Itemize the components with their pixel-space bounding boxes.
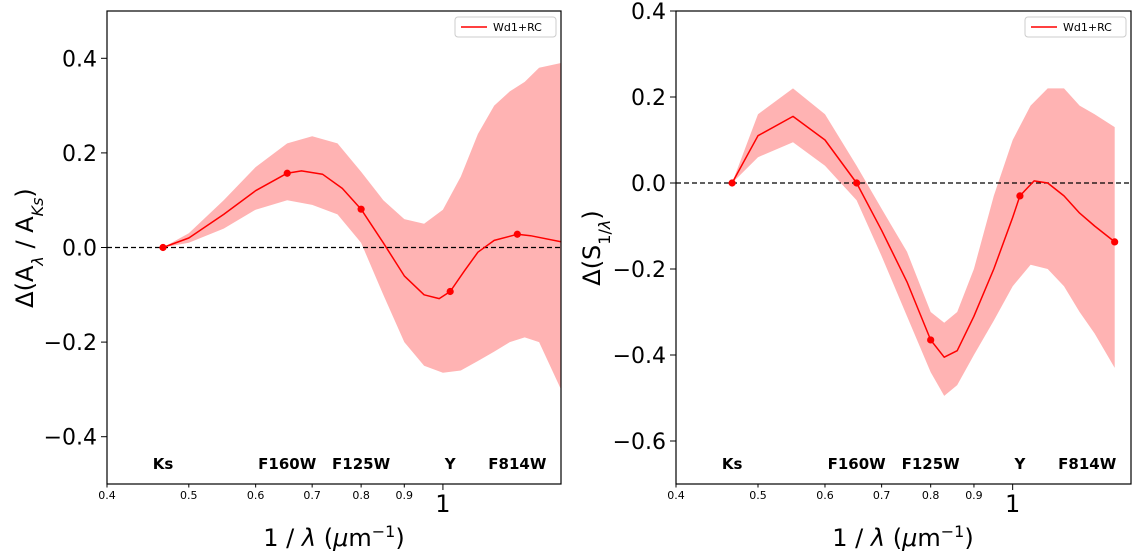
filter-label: F814W (488, 455, 547, 473)
y-tick-label: 0.0 (62, 237, 97, 262)
y-axis-label: Δ(S1/λ) (578, 210, 614, 285)
filter-label: Ks (153, 455, 174, 473)
y-tick-label: −0.4 (613, 344, 666, 369)
x-tick-label: 0.5 (749, 489, 767, 502)
filter-label: F160W (258, 455, 317, 473)
x-tick-label: 0.5 (180, 489, 198, 502)
y-tick-label: −0.4 (44, 426, 97, 451)
legend: Wd1+RC (454, 16, 557, 38)
y-tick-label: 0.4 (62, 47, 97, 72)
filter-label: F160W (828, 455, 887, 473)
data-point (1111, 238, 1119, 246)
x-axis-label: 1 / λ (μm−1) (832, 522, 973, 552)
legend: Wd1+RC (1024, 16, 1127, 38)
filter-label: F125W (332, 455, 391, 473)
legend-label: Wd1+RC (493, 21, 542, 34)
x-tick-label: 0.7 (873, 489, 891, 502)
uncertainty-band (163, 63, 561, 390)
data-point (513, 230, 521, 238)
legend-label: Wd1+RC (1063, 21, 1112, 34)
data-point (159, 243, 167, 252)
x-tick-label: 0.4 (98, 489, 116, 502)
x-tick-label: 0.7 (303, 489, 321, 502)
filter-label: F125W (902, 455, 961, 473)
filter-label: F814W (1058, 455, 1117, 473)
x-tick-label: 0.6 (247, 489, 265, 502)
series-line (162, 170, 561, 300)
y-tick-label: −0.2 (613, 258, 666, 283)
data-point (283, 169, 291, 177)
x-tick-label: 0.8 (352, 489, 370, 502)
y-tick-label: 0.2 (62, 142, 97, 167)
legend-box (1024, 16, 1127, 38)
data-point (927, 336, 935, 344)
legend-box (454, 16, 557, 38)
plot-frame (675, 10, 1132, 485)
data-point (853, 179, 861, 187)
data-point (728, 179, 736, 187)
panel-left: Ks F160W F125W Y F814W 0.4 0.5 0.6 0.7 0.8 0.9 1 0… (11, 10, 562, 552)
filter-label: Y (1013, 455, 1026, 473)
filter-label: Ks (722, 455, 743, 473)
y-axis-label: Δ(Aλ / AKs) (11, 188, 47, 308)
series-line (731, 115, 1116, 358)
uncertainty-band (732, 88, 1115, 396)
x-axis-label: 1 / λ (μm−1) (263, 522, 404, 552)
y-tick-label: 0.4 (631, 0, 666, 25)
x-tick-label: 1 (435, 490, 450, 518)
y-tick-label: −0.2 (44, 331, 97, 356)
x-tick-label: 0.6 (816, 489, 834, 502)
data-point (357, 205, 365, 213)
data-point (1016, 192, 1024, 200)
data-point (446, 287, 454, 296)
y-tick-label: 0.2 (631, 86, 666, 111)
x-tick-label: 0.9 (965, 489, 983, 502)
x-tick-label: 0.9 (396, 489, 414, 502)
x-tick-label: 0.8 (922, 489, 940, 502)
y-tick-label: −0.6 (613, 430, 666, 455)
x-tick-label: 1 (1005, 490, 1020, 518)
y-tick-label: 0.0 (631, 172, 666, 197)
x-tick-label: 0.4 (667, 489, 685, 502)
filter-label: Y (444, 455, 457, 473)
panel-right: Ks F160W F125W Y F814W 0.4 0.5 0.6 0.7 0.8 0.9 1 0… (578, 0, 1132, 552)
